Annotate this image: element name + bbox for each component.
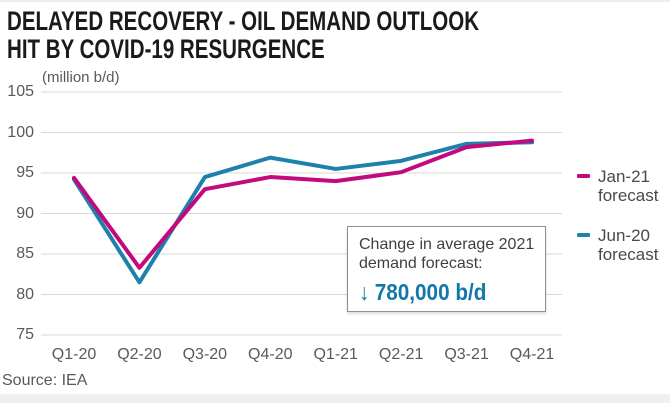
y-tick-label-80: 80 xyxy=(16,285,34,303)
annotation-value-text: 780,000 b/d xyxy=(374,279,487,305)
y-axis-unit-label: (million b/d) xyxy=(42,69,120,86)
series-line-jun-20-forecast xyxy=(72,140,534,285)
chart-title: DELAYED RECOVERY - OIL DEMAND OUTLOOK HI… xyxy=(7,7,479,63)
chart-legend: Jan-21 forecast Jun-20 forecast xyxy=(577,167,658,285)
x-tick-label-q2-21: Q2-21 xyxy=(378,346,424,363)
legend-swatch xyxy=(577,174,590,178)
title-line-2: HIT BY COVID-19 RESURGENCE xyxy=(7,34,325,64)
bottom-border xyxy=(0,394,670,403)
legend-item-jan-21-forecast: Jan-21 forecast xyxy=(577,167,658,205)
down-arrow-icon: ↓ xyxy=(359,279,370,305)
series-line-jan-21-forecast xyxy=(72,138,534,270)
legend-swatch xyxy=(577,233,590,237)
x-tick-label-q3-20: Q3-20 xyxy=(182,346,228,363)
top-border xyxy=(0,0,670,2)
legend-item-jun-20-forecast: Jun-20 forecast xyxy=(577,226,658,264)
x-tick-label-q2-20: Q2-20 xyxy=(117,346,162,363)
x-tick-label-q4-21: Q4-21 xyxy=(509,346,555,363)
annotation-value: ↓ 780,000 b/d xyxy=(359,279,526,306)
annotation-box: Change in average 2021 demand forecast: … xyxy=(347,226,546,312)
x-tick-label-q1-20: Q1-20 xyxy=(51,346,97,363)
source-attribution: Source: IEA xyxy=(2,372,88,389)
x-tick-label-q3-21: Q3-21 xyxy=(444,346,489,363)
legend-label: Jan-21 forecast xyxy=(598,167,659,205)
annotation-text-line-2: demand forecast: xyxy=(359,255,483,272)
annotation-text-line-1: Change in average 2021 xyxy=(359,236,535,253)
x-tick-label-q1-21: Q1-21 xyxy=(313,346,358,363)
title-line-1: DELAYED RECOVERY - OIL DEMAND OUTLOOK xyxy=(7,6,480,36)
x-tick-label-q4-20: Q4-20 xyxy=(248,346,293,363)
y-tick-label-90: 90 xyxy=(16,204,34,222)
legend-label: Jun-20 forecast xyxy=(598,226,659,264)
y-tick-label-105: 105 xyxy=(7,83,34,100)
y-tick-label-85: 85 xyxy=(16,245,34,262)
y-tick-label-95: 95 xyxy=(16,164,34,181)
y-tick-label-100: 100 xyxy=(7,123,34,141)
y-tick-label-75: 75 xyxy=(16,326,34,343)
